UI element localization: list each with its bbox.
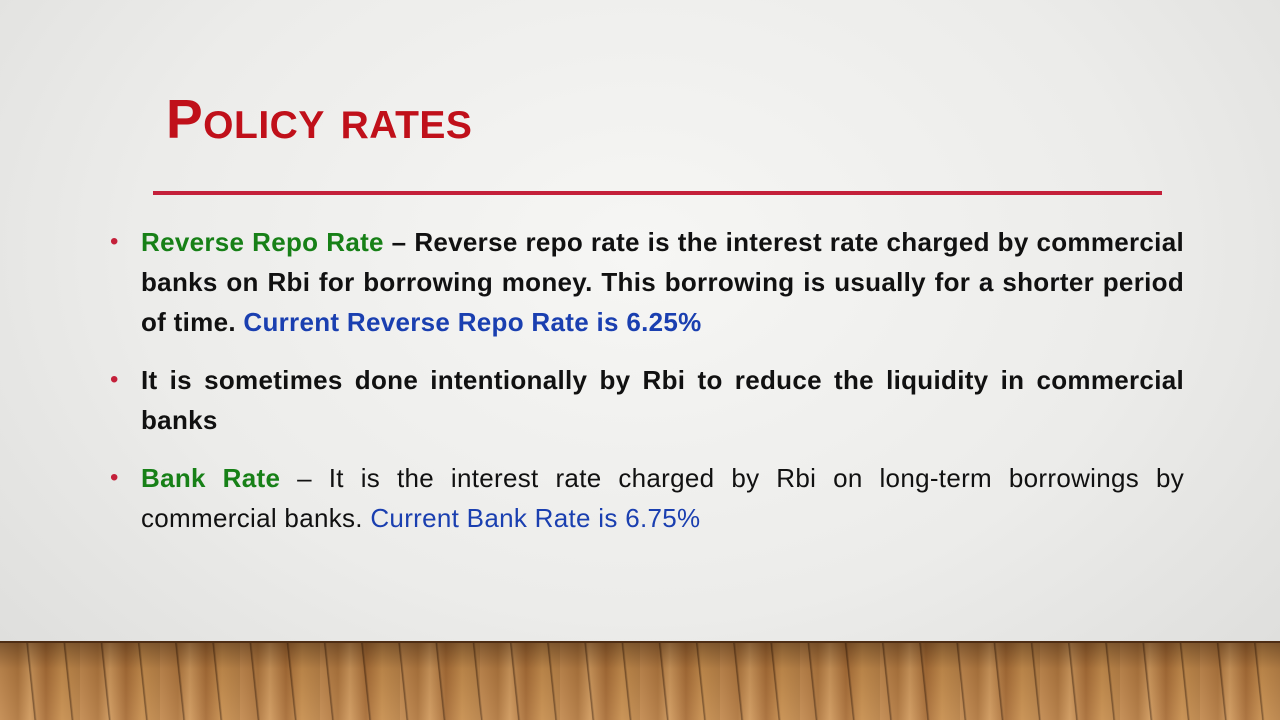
bullet-text: It is the interest rate charged by Rbi o…	[141, 463, 1185, 533]
bullet-list: • Reverse Repo Rate – Reverse repo rate …	[110, 222, 1184, 556]
term-bank-rate: Bank Rate	[141, 463, 281, 493]
bullet-text: Reverse repo rate is the interest rate c…	[141, 227, 1184, 337]
wooden-floor-decoration	[0, 641, 1280, 720]
floor-shadow	[0, 641, 1280, 720]
bullet-liquidity-note: • It is sometimes done intentionally by …	[110, 360, 1184, 440]
bullet-dot-icon: •	[110, 464, 119, 491]
bullet-bank-rate: • Bank Rate – It is the interest rate ch…	[110, 458, 1184, 538]
title-divider	[153, 191, 1162, 195]
current-rate-highlight: Current Bank Rate is 6.75%	[370, 503, 701, 533]
current-rate-highlight: Current Reverse Repo Rate is 6.25%	[243, 307, 702, 337]
term-separator: –	[383, 227, 415, 257]
bullet-text: It is sometimes done intentionally by Rb…	[141, 365, 1184, 435]
bullet-dot-icon: •	[110, 366, 119, 393]
bullet-reverse-repo-rate: • Reverse Repo Rate – Reverse repo rate …	[110, 222, 1184, 342]
term-reverse-repo-rate: Reverse Repo Rate	[141, 227, 384, 257]
bullet-dot-icon: •	[110, 228, 119, 255]
slide-title: Policy rates	[166, 88, 473, 150]
term-separator: –	[280, 463, 329, 493]
